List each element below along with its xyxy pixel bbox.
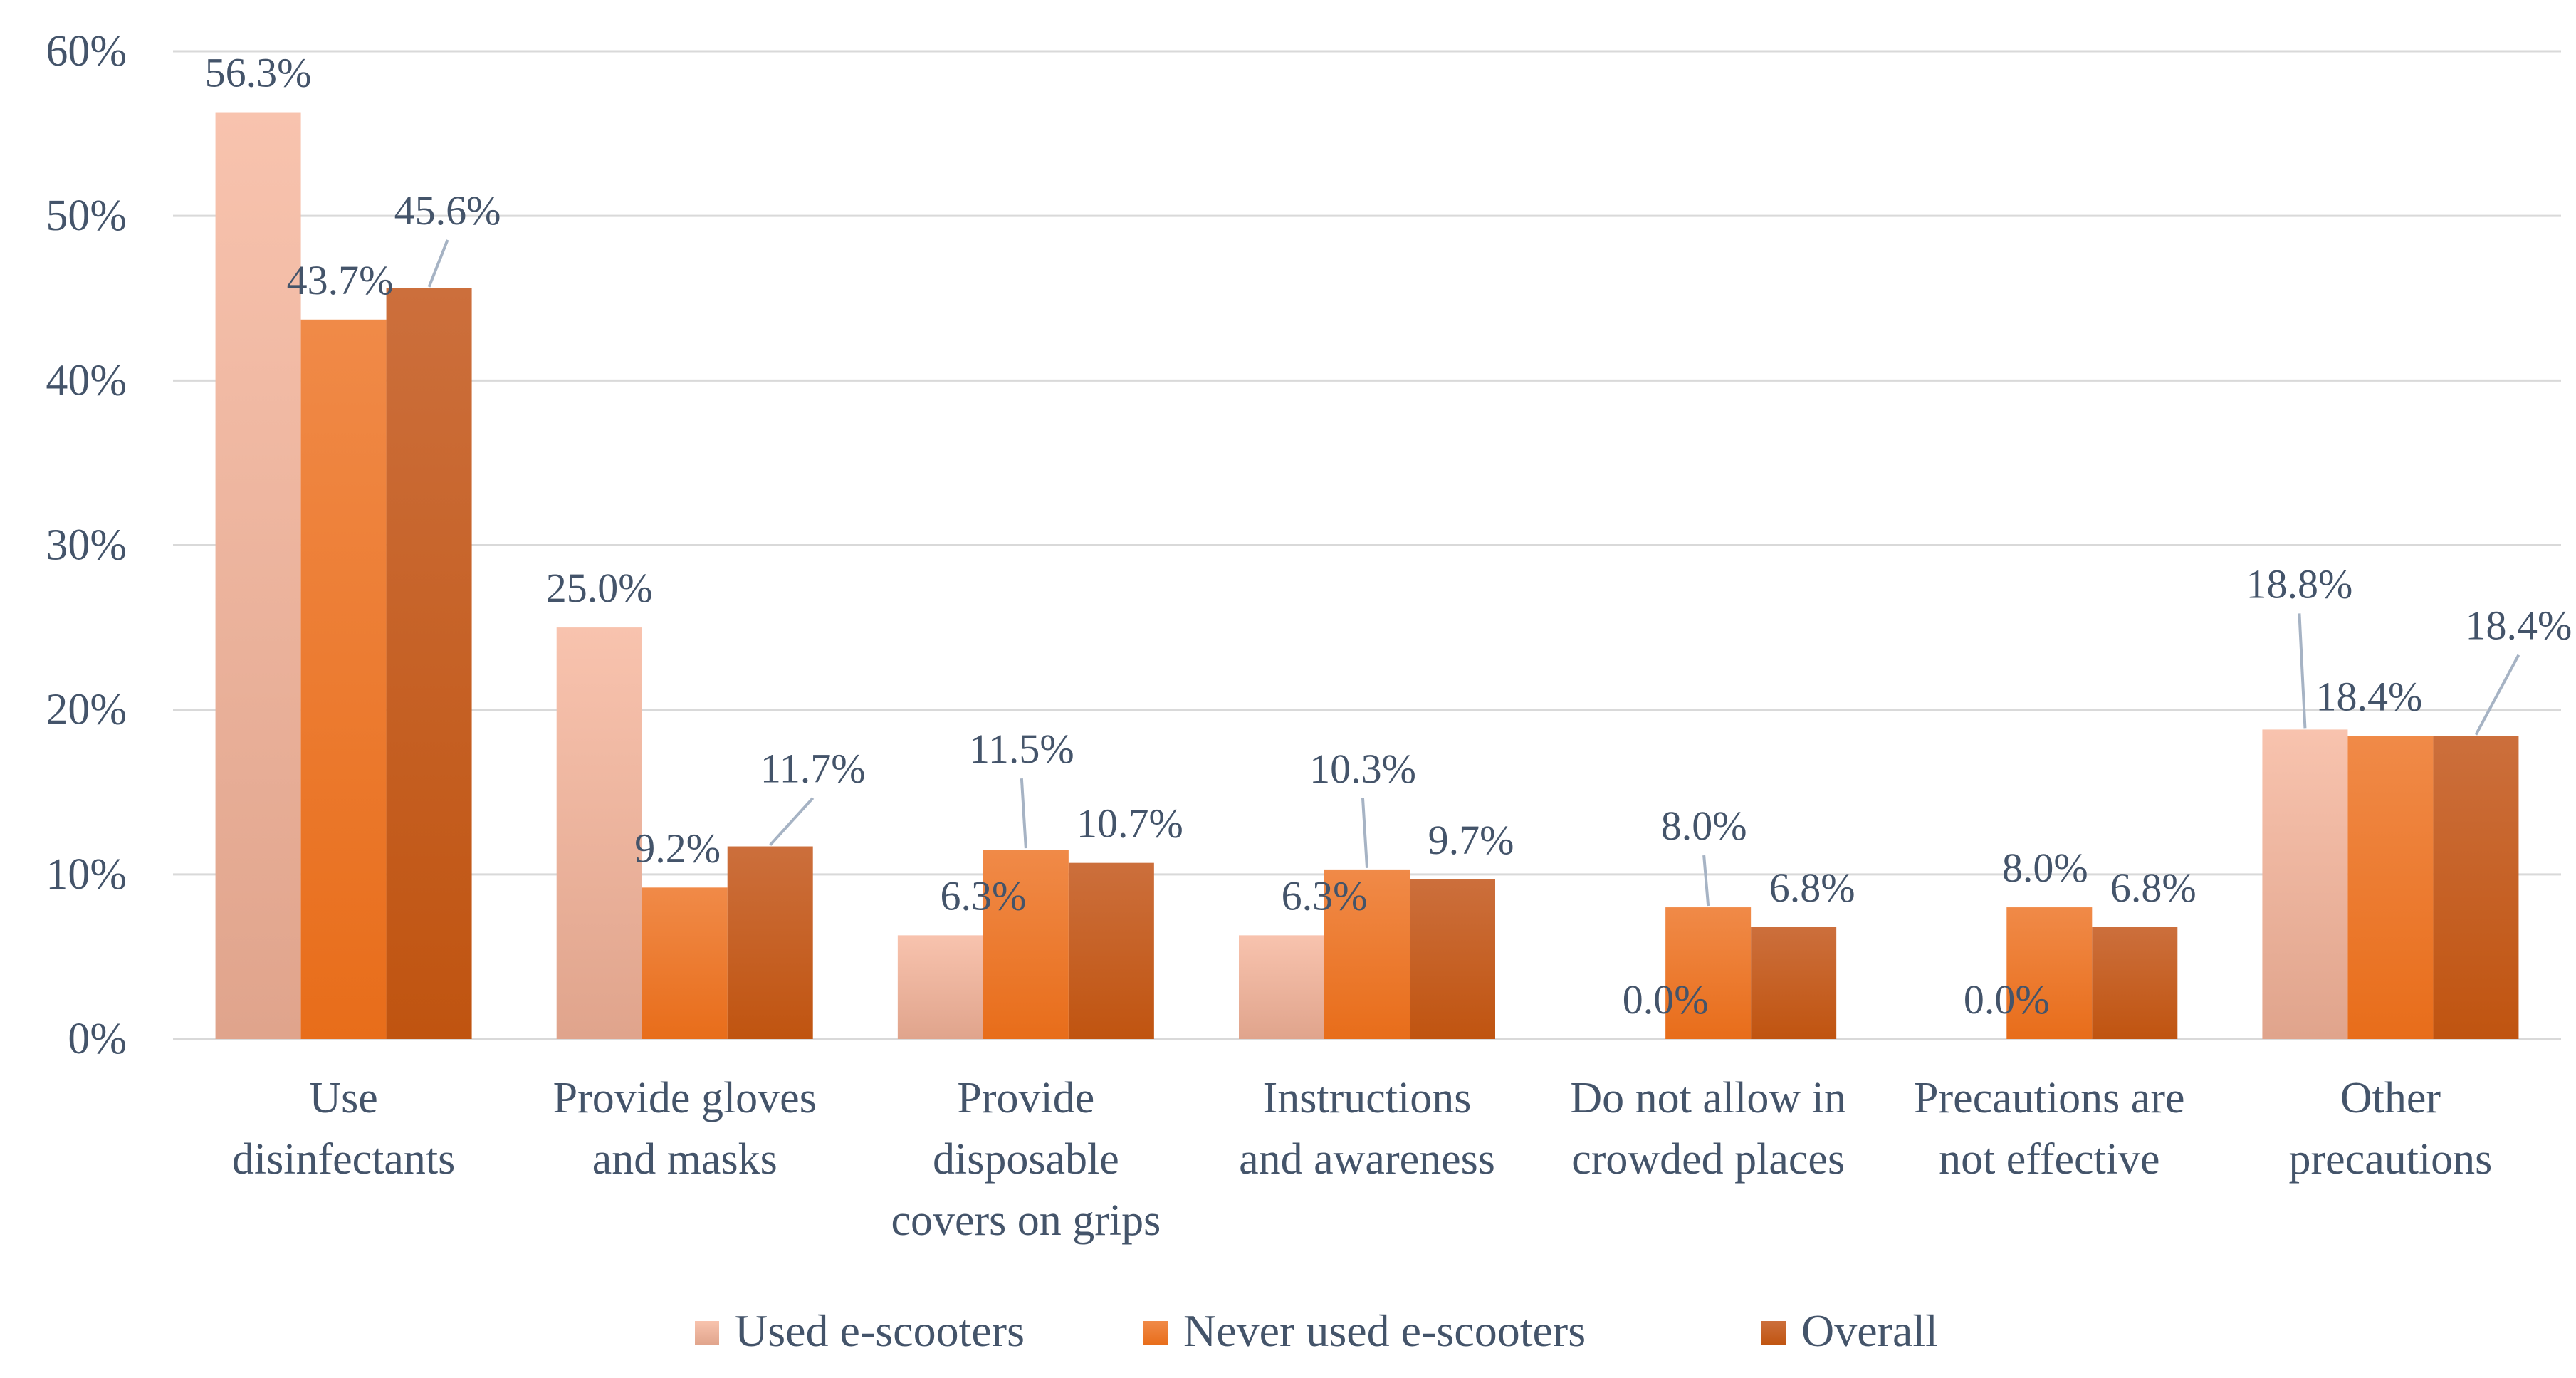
data-label: 6.8% — [1769, 865, 1855, 911]
label-leader — [1020, 778, 1027, 849]
legend-label: Overall — [1801, 1305, 1938, 1356]
x-axis-categories: Use disinfectants Provide gloves and masks P… — [232, 1074, 2492, 1245]
bar-overall — [1410, 879, 1495, 1039]
bar-used-e-scooters — [556, 627, 642, 1039]
data-label: 6.3% — [1282, 872, 1368, 919]
label-leader — [769, 797, 815, 846]
x-category-label: Provide gloves and masks — [553, 1074, 817, 1184]
bar-never-used-e-scooters — [2347, 736, 2434, 1039]
legend-swatch — [695, 1321, 719, 1345]
label-leader — [1361, 798, 1368, 869]
data-label: 45.6% — [394, 187, 501, 234]
bar-never-used-e-scooters — [1324, 869, 1410, 1039]
data-label: 25.0% — [546, 565, 653, 611]
bar-never-used-e-scooters — [983, 850, 1069, 1039]
y-tick-label: 50% — [46, 192, 127, 240]
data-label: 0.0% — [1964, 976, 2050, 1023]
bar-never-used-e-scooters — [642, 887, 728, 1039]
y-tick-label: 30% — [46, 521, 127, 570]
bar-never-used-e-scooters — [1665, 907, 1752, 1039]
x-category-label: Other precautions — [2289, 1074, 2493, 1184]
data-label: 6.8% — [2110, 865, 2197, 911]
x-category-label: Use disinfectants — [232, 1074, 455, 1184]
label-leader — [427, 239, 449, 288]
bar-overall — [727, 846, 813, 1039]
legend-swatch — [1761, 1321, 1786, 1345]
data-label: 6.3% — [940, 872, 1026, 919]
data-label: 11.7% — [760, 746, 866, 792]
label-leader-lines — [427, 239, 2520, 907]
legend: Used e-scooters Never used e-scooters Over… — [695, 1305, 1938, 1356]
legend-swatch — [1143, 1321, 1168, 1345]
x-category-label: Provide disposable covers on grips — [891, 1074, 1161, 1245]
legend-label: Used e-scooters — [735, 1305, 1025, 1356]
data-label: 18.8% — [2246, 560, 2353, 607]
label-leader — [2298, 613, 2307, 729]
data-labels: 56.3%43.7%45.6%25.0%9.2%11.7%6.3%11.5%10… — [205, 50, 2572, 1023]
bar-overall — [2433, 736, 2519, 1039]
y-tick-label: 60% — [46, 27, 127, 75]
bar-overall — [386, 288, 472, 1039]
data-label: 8.0% — [2002, 845, 2088, 891]
y-tick-label: 40% — [46, 356, 127, 404]
x-category-label: Precautions are not effective — [1914, 1074, 2184, 1184]
data-label: 11.5% — [969, 726, 1074, 772]
label-leader — [2474, 654, 2520, 736]
x-category-label: Do not allow in crowded places — [1570, 1074, 1845, 1184]
data-label: 8.0% — [1661, 803, 1747, 849]
y-tick-label: 10% — [46, 850, 127, 899]
data-label: 0.0% — [1623, 976, 1709, 1023]
bar-overall — [1751, 927, 1837, 1039]
y-tick-label: 20% — [46, 686, 127, 734]
bars — [215, 112, 2519, 1040]
bar-never-used-e-scooters — [2006, 907, 2093, 1039]
x-category-label: Instructions and awareness — [1239, 1074, 1495, 1184]
data-label: 9.2% — [634, 825, 721, 871]
label-leader — [1702, 855, 1710, 907]
bar-overall — [1068, 862, 1154, 1039]
bar-never-used-e-scooters — [300, 319, 387, 1040]
data-label: 18.4% — [2316, 674, 2423, 720]
data-label: 18.4% — [2466, 602, 2572, 649]
y-tick-label: 0% — [68, 1015, 127, 1063]
data-label: 10.3% — [1309, 746, 1416, 792]
data-label: 56.3% — [205, 50, 312, 96]
data-label: 9.7% — [1428, 817, 1514, 863]
data-label: 10.7% — [1077, 800, 1183, 847]
bar-overall — [2092, 927, 2178, 1039]
y-axis-ticks: 0% 10% 20% 30% 40% 50% 60% — [46, 27, 127, 1063]
bar-used-e-scooters — [2262, 729, 2348, 1039]
bar-used-e-scooters — [215, 112, 301, 1040]
bar-used-e-scooters — [1239, 935, 1324, 1039]
bar-used-e-scooters — [897, 935, 983, 1039]
data-label: 43.7% — [287, 257, 394, 303]
legend-label: Never used e-scooters — [1183, 1305, 1586, 1356]
